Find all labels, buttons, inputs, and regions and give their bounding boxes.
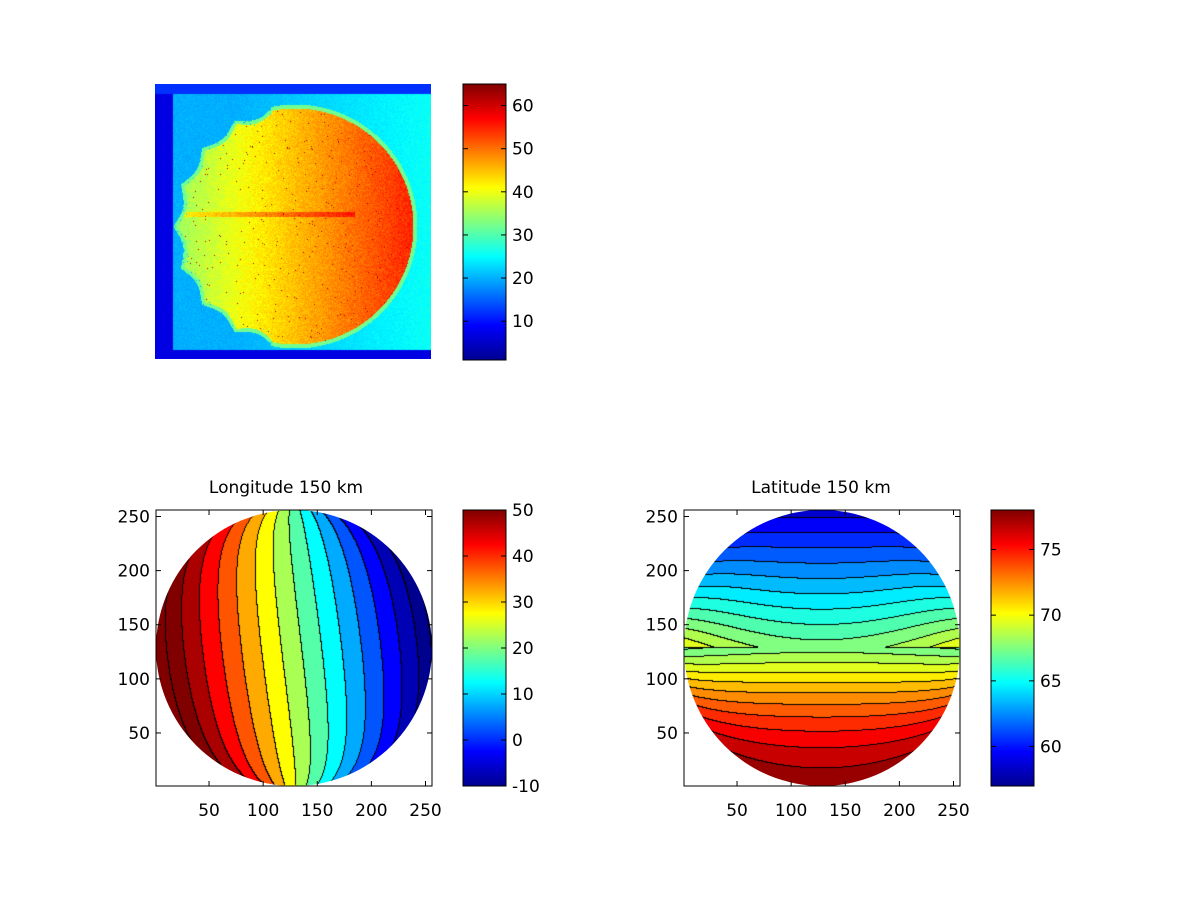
longitude-xtick-label: 50: [198, 801, 220, 821]
image-colorbar: 10 20 30 40 50 60: [462, 83, 534, 361]
longitude-xtick-label: 250: [409, 801, 441, 821]
latitude-xtick-label: 200: [883, 801, 915, 821]
colorbar-image-ticks: 10 20 30 40 50 60: [463, 97, 534, 332]
cb-image-tick-label: 40: [512, 183, 534, 203]
cb-longitude-tick-label: 20: [512, 639, 534, 659]
longitude-contour-fill: [156, 510, 432, 786]
cb-latitude-tick-label: 70: [1040, 606, 1062, 626]
latitude-xtick-label: 100: [775, 801, 807, 821]
latitude-ytick-label: 100: [646, 670, 678, 690]
cb-longitude-tick-label: -10: [512, 777, 540, 797]
image-heatmap: [155, 84, 431, 359]
colorbar-longitude-gradient: [462, 509, 507, 787]
longitude-axes: 50 100 150 200 250 50 100 150 200 250: [118, 507, 442, 821]
latitude-ytick-label: 150: [646, 616, 678, 636]
latitude-panel: Latitude 150 km 50 100 150 200 250 50 100 150 20…: [646, 478, 1062, 821]
longitude-title: Longitude 150 km: [209, 478, 363, 498]
longitude-plot-area: [156, 510, 432, 786]
cb-image-tick-label: 30: [512, 226, 534, 246]
longitude-axes-box: [155, 509, 433, 787]
latitude-contour-fill: [684, 510, 960, 786]
colorbar-latitude-ticks: 60 65 70 75: [991, 540, 1062, 758]
latitude-colorbar: 60 65 70 75: [990, 509, 1062, 787]
latitude-ytick-label: 200: [646, 562, 678, 582]
image-panel: 10 20 30 40 50 60: [155, 83, 534, 361]
cb-image-tick-label: 20: [512, 269, 534, 289]
cb-image-tick-label: 60: [512, 97, 534, 117]
cb-longitude-tick-label: 0: [512, 731, 523, 751]
cb-image-tick-label: 50: [512, 140, 534, 160]
cb-longitude-tick-label: 10: [512, 685, 534, 705]
longitude-xtick-label: 100: [247, 801, 279, 821]
longitude-ytick-label: 200: [118, 562, 150, 582]
image-pixels: [155, 84, 431, 359]
latitude-xtick-label: 250: [937, 801, 969, 821]
latitude-plot-area: [684, 510, 960, 786]
longitude-xtick-label: 150: [301, 801, 333, 821]
latitude-axes: 50 100 150 200 250 50 100 150 200 250: [646, 507, 970, 821]
latitude-axes-box: [683, 509, 961, 787]
longitude-ytick-label: 50: [128, 724, 150, 744]
latitude-ytick-label: 50: [656, 724, 678, 744]
latitude-title: Latitude 150 km: [751, 478, 891, 498]
longitude-ytick-label: 100: [118, 670, 150, 690]
latitude-xtick-label: 150: [829, 801, 861, 821]
colorbar-image-gradient: [462, 83, 507, 361]
cb-longitude-tick-label: 40: [512, 547, 534, 567]
longitude-ytick-label: 150: [118, 616, 150, 636]
colorbar-longitude-ticks: -10 0 10 20 30 40 50: [463, 501, 540, 797]
longitude-ytick-label: 250: [118, 507, 150, 527]
latitude-ytick-label: 250: [646, 507, 678, 527]
cb-longitude-tick-label: 50: [512, 501, 534, 521]
cb-image-tick-label: 10: [512, 312, 534, 332]
longitude-xtick-label: 200: [355, 801, 387, 821]
cb-latitude-tick-label: 60: [1040, 738, 1062, 758]
cb-longitude-tick-label: 30: [512, 593, 534, 613]
cb-latitude-tick-label: 75: [1040, 540, 1062, 560]
colorbar-latitude-gradient: [990, 509, 1035, 787]
latitude-xtick-label: 50: [726, 801, 748, 821]
longitude-colorbar: -10 0 10 20 30 40 50: [462, 501, 540, 797]
longitude-panel: Longitude 150 km 50 100 150 200 250501001502…: [118, 478, 540, 821]
cb-latitude-tick-label: 65: [1040, 672, 1062, 692]
